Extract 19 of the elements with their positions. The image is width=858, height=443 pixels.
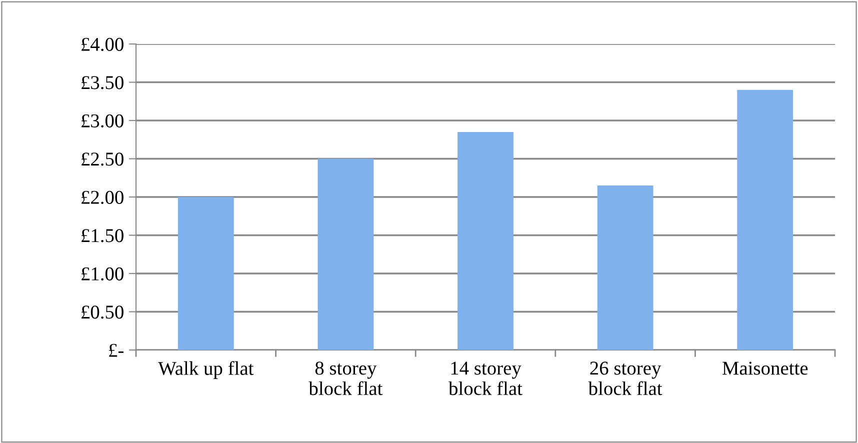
y-tick-label: £0.50	[82, 306, 124, 319]
y-tick-label: £1.50	[82, 229, 124, 242]
y-tick-label: £3.00	[82, 114, 124, 128]
bar	[178, 197, 234, 350]
y-tick-label: £4.00	[82, 38, 124, 52]
bar	[597, 186, 654, 350]
bar	[737, 90, 794, 350]
x-tick-label: 8 storey block flat	[308, 362, 383, 396]
y-tick-label: £3.50	[82, 76, 124, 90]
bar	[318, 158, 374, 350]
y-tick-label: £1.00	[82, 267, 124, 281]
x-tick-label: Maisonette	[722, 362, 808, 375]
bar	[458, 132, 514, 350]
y-tick-label: £2.00	[82, 190, 124, 204]
y-tick-label: £-	[109, 344, 124, 357]
x-tick-label: 14 storey block flat	[448, 362, 522, 396]
x-tick-label: 26 storey block flat	[588, 362, 662, 396]
y-tick-label: £2.50	[82, 152, 124, 166]
x-tick-label: Walk up flat	[158, 361, 254, 379]
